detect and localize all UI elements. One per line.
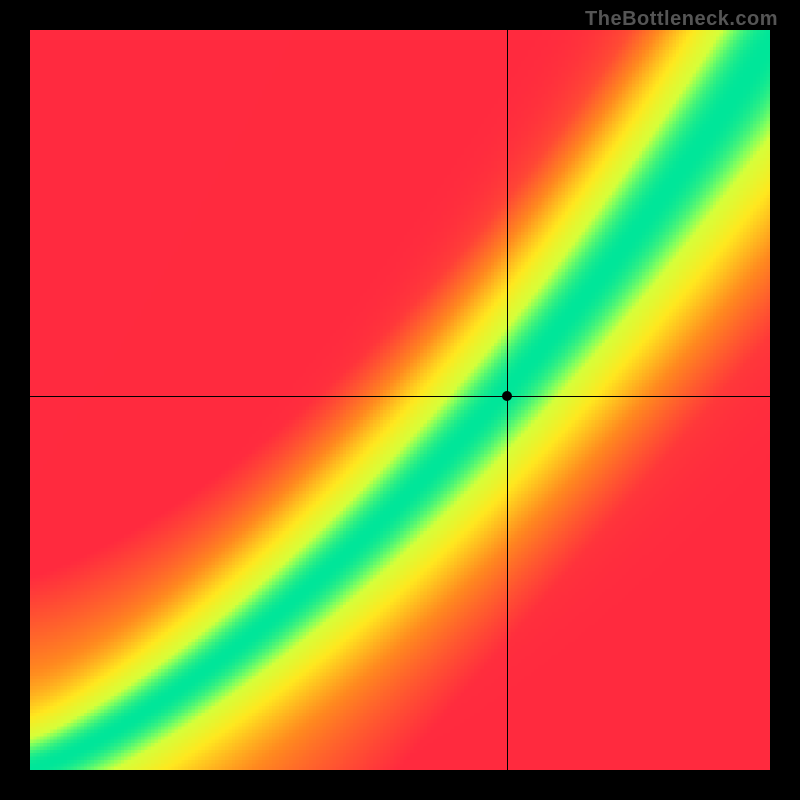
heatmap-canvas	[30, 30, 770, 770]
marker-dot	[502, 391, 512, 401]
crosshair-horizontal	[30, 396, 770, 397]
plot-area	[30, 30, 770, 770]
watermark-text: TheBottleneck.com	[585, 8, 778, 31]
